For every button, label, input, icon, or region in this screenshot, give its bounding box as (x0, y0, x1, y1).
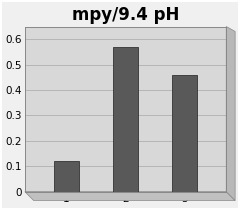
Bar (172, 75, 197, 192)
Title: mpy/9.4 pH: mpy/9.4 pH (72, 5, 179, 24)
Bar (113, 47, 138, 192)
Polygon shape (226, 26, 235, 201)
Bar (54, 161, 79, 192)
Polygon shape (25, 192, 235, 201)
